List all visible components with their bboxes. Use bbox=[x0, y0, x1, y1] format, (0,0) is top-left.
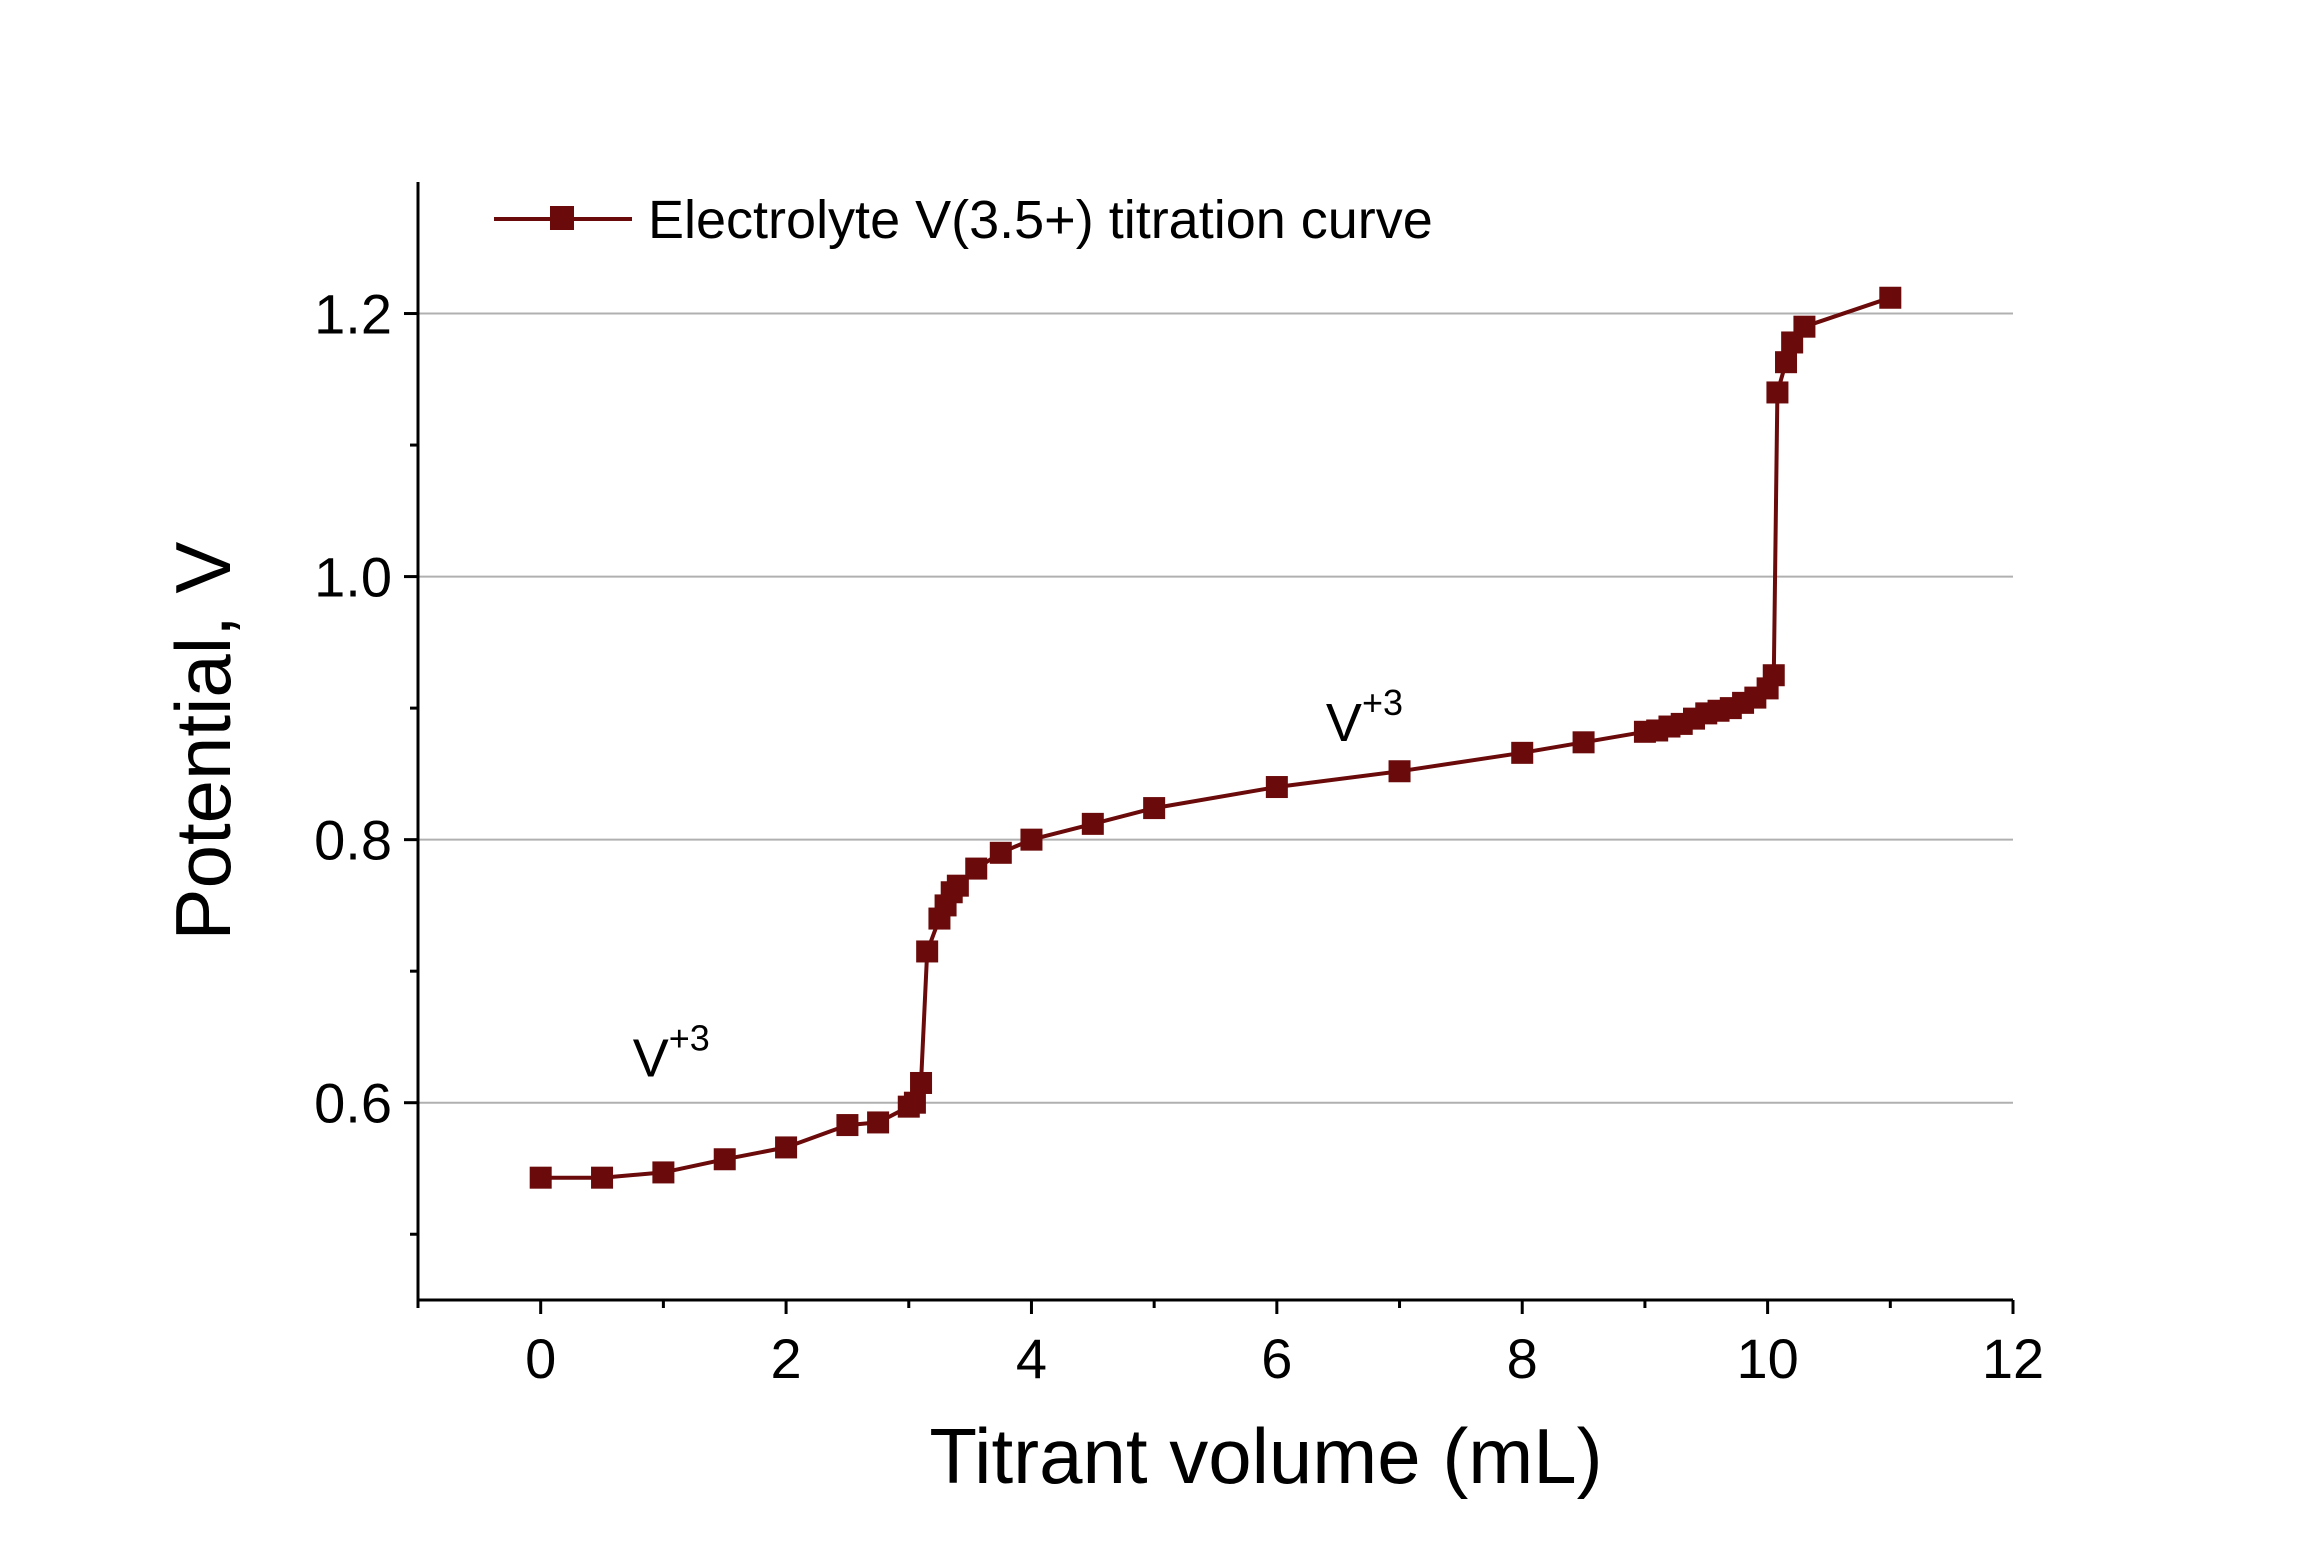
data-point bbox=[903, 1091, 926, 1114]
data-point bbox=[946, 874, 969, 897]
data-point bbox=[1081, 812, 1104, 835]
x-tick-label: 10 bbox=[1736, 1327, 1798, 1390]
data-point bbox=[1793, 315, 1816, 338]
x-axis-title: Titrant volume (mL) bbox=[929, 1412, 1602, 1500]
data-point bbox=[713, 1148, 736, 1171]
data-point bbox=[989, 841, 1012, 864]
data-point bbox=[1143, 797, 1166, 820]
data-point bbox=[965, 857, 988, 880]
annotation-label: V+3 bbox=[1326, 682, 1403, 753]
legend-marker-sample bbox=[550, 206, 574, 230]
data-point bbox=[1775, 351, 1798, 374]
data-point bbox=[1511, 741, 1534, 764]
series-line bbox=[540, 295, 1891, 1180]
data-point bbox=[1879, 286, 1902, 309]
legend-label: Electrolyte V(3.5+) titration curve bbox=[648, 190, 1433, 250]
x-tick-label: 8 bbox=[1507, 1327, 1538, 1390]
series-layer bbox=[529, 286, 1902, 1189]
x-tick-label: 2 bbox=[770, 1327, 801, 1390]
x-tick-label: 0 bbox=[525, 1327, 556, 1390]
data-point bbox=[836, 1114, 859, 1137]
data-point bbox=[775, 1136, 798, 1159]
data-point bbox=[652, 1161, 675, 1184]
axes bbox=[416, 182, 2013, 1302]
data-point bbox=[1265, 776, 1288, 799]
y-axis-title: Potential, V bbox=[159, 542, 247, 941]
y-tick-label: 0.8 bbox=[314, 809, 392, 872]
data-point bbox=[916, 940, 939, 963]
y-tick-label: 1.0 bbox=[314, 546, 392, 609]
legend: Electrolyte V(3.5+) titration curve bbox=[494, 190, 1433, 250]
x-tick-label: 6 bbox=[1261, 1327, 1292, 1390]
gridlines bbox=[418, 312, 2013, 1104]
y-tick-label: 1.2 bbox=[314, 283, 392, 346]
data-point bbox=[1020, 828, 1043, 851]
data-point bbox=[867, 1111, 890, 1134]
data-point bbox=[529, 1166, 552, 1189]
ticks: 0.6 0.8 1.0 1.2 0 2 4 6 8 10 12 bbox=[314, 283, 2044, 1390]
y-tick-label: 0.6 bbox=[314, 1072, 392, 1135]
annotations: V+3 V+3 bbox=[633, 682, 1403, 1088]
data-point bbox=[1572, 731, 1595, 754]
data-point bbox=[1766, 381, 1789, 404]
x-tick-label: 4 bbox=[1016, 1327, 1047, 1390]
data-point bbox=[1762, 664, 1785, 687]
x-tick-label: 12 bbox=[1982, 1327, 2044, 1390]
annotation-label: V+3 bbox=[633, 1017, 710, 1088]
data-point bbox=[910, 1071, 933, 1094]
data-point bbox=[1388, 760, 1411, 783]
data-point bbox=[591, 1166, 614, 1189]
